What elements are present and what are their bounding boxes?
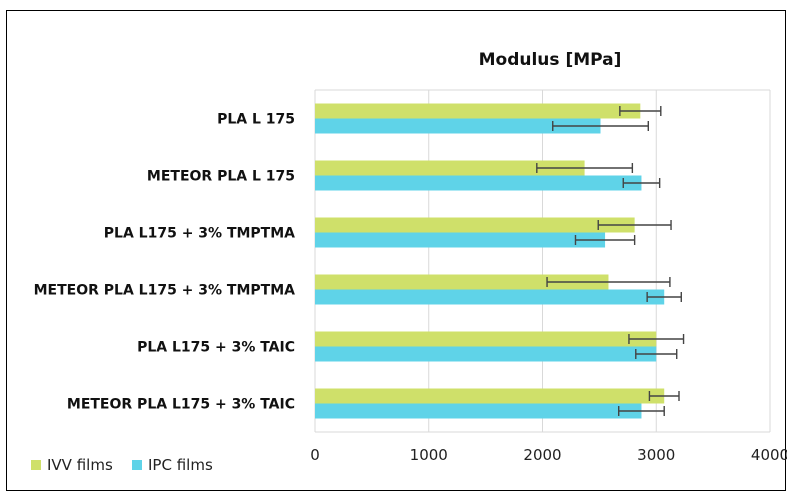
category-label-4: METEOR PLA L175 + 3% TMPTMA [34, 283, 296, 299]
x-tick-3000: 3000 [637, 446, 675, 464]
bar-ipc-6 [315, 403, 642, 419]
bar-ipc-3 [315, 232, 606, 248]
x-tick-4000: 4000 [751, 446, 787, 464]
bar-ivv-1 [315, 103, 641, 119]
category-label-6: METEOR PLA L175 + 3% TAIC [67, 397, 295, 413]
category-label-1: PLA L 175 [217, 112, 295, 128]
legend: IVV films IPC films [31, 456, 213, 474]
bar-ivv-6 [315, 388, 665, 404]
error-bar-ipc-6 [618, 406, 665, 416]
error-bar-group [536, 106, 685, 416]
error-bar-ipc-1 [552, 121, 649, 131]
category-label-3: PLA L175 + 3% TMPTMA [104, 226, 295, 242]
error-bar-ivv-6 [648, 391, 680, 401]
bar-ivv-2 [315, 160, 585, 176]
error-bar-ipc-3 [574, 235, 636, 245]
x-tick-labels: 0 1000 2000 3000 4000 [310, 446, 787, 464]
error-bar-ipc-5 [635, 349, 678, 359]
error-bar-ivv-4 [546, 277, 671, 287]
bar-ivv-5 [315, 331, 657, 347]
grid-lines [314, 89, 771, 433]
x-tick-0: 0 [310, 446, 320, 464]
error-bar-ivv-3 [597, 220, 672, 230]
bar-ipc-4 [315, 289, 665, 305]
legend-label-ipc: IPC films [148, 456, 213, 474]
legend-swatch-ivv [31, 460, 41, 470]
category-label-2: METEOR PLA L 175 [147, 169, 295, 185]
bar-ipc-2 [315, 175, 642, 191]
chart-frame: Modulus [MPa] PLA L 175 METEOR PLA L 175 P… [6, 10, 787, 491]
error-bar-ivv-5 [628, 334, 685, 344]
legend-swatch-ipc [132, 460, 142, 470]
error-bar-ipc-4 [646, 292, 682, 302]
bar-ipc-5 [315, 346, 657, 362]
bar-ivv-3 [315, 217, 635, 233]
bar-ipc-1 [315, 118, 601, 134]
category-labels: PLA L 175 METEOR PLA L 175 PLA L175 + 3% T… [34, 112, 296, 413]
legend-label-ivv: IVV films [47, 456, 113, 474]
bar-ivv-4 [315, 274, 609, 290]
x-tick-1000: 1000 [410, 446, 448, 464]
error-bar-ivv-2 [536, 163, 634, 173]
error-bar-ivv-1 [619, 106, 662, 116]
bar-group [315, 103, 665, 419]
x-tick-2000: 2000 [523, 446, 561, 464]
category-label-5: PLA L175 + 3% TAIC [137, 340, 295, 356]
chart-title: Modulus [MPa] [479, 50, 622, 70]
error-bar-ipc-2 [622, 178, 661, 188]
